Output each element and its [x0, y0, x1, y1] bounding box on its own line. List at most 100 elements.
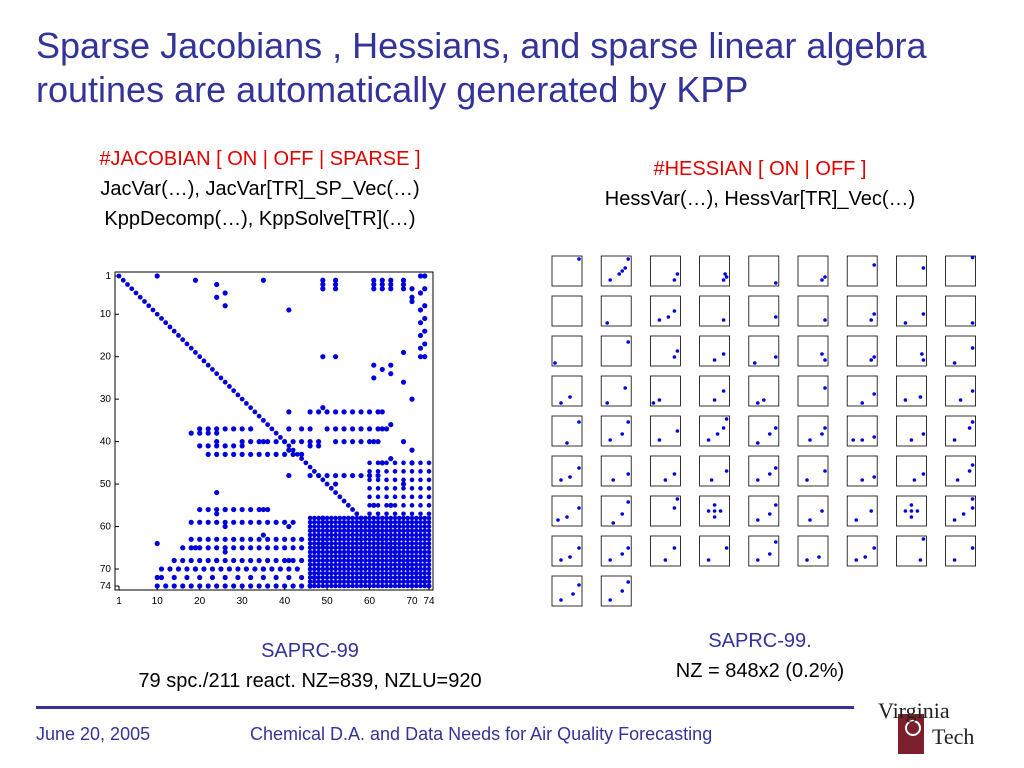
nonzero-marker	[401, 558, 406, 563]
hessian-panel-frame	[895, 335, 927, 367]
nonzero-marker	[371, 549, 377, 555]
hessian-nonzero-marker	[970, 389, 975, 393]
nonzero-marker	[413, 553, 419, 559]
nonzero-marker	[354, 553, 360, 559]
hessian-panel-frame	[600, 335, 632, 367]
hessian-panel-frame	[699, 255, 731, 287]
nonzero-marker	[426, 524, 432, 529]
nonzero-marker	[192, 566, 199, 572]
jacobian-sparsity-plot: 1 10 20 30 40 50 60 70 74 1 10 20 30 40 50 60 70 74	[100, 271, 435, 607]
nonzero-marker	[405, 549, 411, 555]
nonzero-marker	[337, 494, 343, 500]
nonzero-marker	[333, 515, 338, 521]
nonzero-marker	[409, 532, 415, 538]
nonzero-marker	[422, 286, 428, 292]
hessian-panel	[797, 295, 829, 327]
hessian-nonzero-marker	[620, 269, 624, 273]
nonzero-marker	[205, 426, 211, 432]
nonzero-marker	[384, 553, 389, 559]
y-tick-label: 40	[100, 437, 112, 448]
nonzero-marker	[248, 426, 254, 432]
nonzero-marker	[324, 562, 330, 568]
hessian-panel	[945, 535, 977, 567]
x-tick-label: 60	[364, 596, 376, 607]
nonzero-marker	[329, 520, 334, 525]
nonzero-marker	[337, 532, 343, 538]
nonzero-marker	[409, 511, 415, 517]
nonzero-marker	[197, 519, 203, 525]
nonzero-marker	[396, 583, 402, 589]
nonzero-marker	[354, 545, 360, 551]
hessian-panel	[846, 295, 878, 327]
nonzero-marker	[401, 460, 406, 466]
nonzero-marker	[307, 541, 313, 546]
nonzero-marker	[273, 519, 279, 525]
nonzero-marker	[231, 443, 237, 449]
hessian-nonzero-marker	[921, 358, 926, 362]
hessian-nonzero-marker	[626, 472, 630, 476]
nonzero-marker	[350, 536, 355, 542]
nonzero-marker	[426, 494, 432, 500]
nonzero-marker	[201, 358, 207, 364]
nonzero-marker	[320, 277, 326, 283]
nonzero-marker	[282, 557, 288, 564]
hessian-panel	[650, 415, 681, 447]
nonzero-marker	[384, 460, 389, 466]
hessian-nonzero-marker	[577, 583, 581, 587]
nonzero-marker	[401, 528, 406, 534]
nonzero-marker	[176, 333, 181, 338]
nonzero-marker	[231, 519, 237, 525]
hessian-nonzero-marker	[608, 558, 612, 562]
nonzero-marker	[379, 566, 385, 572]
nonzero-marker	[422, 515, 428, 521]
logo-line2: Tech	[932, 724, 975, 749]
nonzero-marker	[341, 524, 347, 529]
nonzero-marker	[320, 583, 326, 589]
nonzero-marker	[265, 439, 271, 445]
hessian-nonzero-marker	[721, 278, 726, 282]
hessian-nonzero-marker	[915, 509, 920, 513]
nonzero-marker	[388, 362, 394, 368]
nonzero-marker	[413, 541, 419, 546]
hessian-panel	[797, 455, 829, 487]
hessian-nonzero-marker	[672, 506, 677, 510]
slide-title: Sparse Jacobians , Hessians, and sparse …	[36, 25, 927, 110]
hessian-panel-frame	[895, 535, 927, 567]
nonzero-marker	[413, 515, 419, 521]
nonzero-marker	[235, 574, 241, 581]
nonzero-marker	[311, 468, 317, 474]
nonzero-marker	[341, 579, 347, 585]
hessian-nonzero-marker	[651, 401, 656, 405]
nonzero-marker	[375, 575, 381, 580]
nonzero-marker	[346, 520, 351, 525]
nonzero-marker	[256, 506, 262, 513]
nonzero-marker	[401, 545, 406, 551]
hessian-description: #HESSIAN [ ON | OFF ] HessVar(…), HessVa…	[540, 154, 980, 214]
nonzero-marker	[379, 553, 385, 559]
hessian-panel-frame	[650, 255, 681, 287]
hessian-nonzero-marker	[611, 521, 615, 525]
hessian-nonzero-marker	[712, 398, 717, 402]
nonzero-marker	[418, 583, 423, 589]
nonzero-marker	[396, 549, 402, 555]
hessian-nonzero-marker	[724, 546, 729, 550]
nonzero-marker	[350, 570, 355, 576]
nonzero-marker	[316, 520, 321, 525]
nonzero-marker	[392, 486, 398, 491]
nonzero-marker	[392, 575, 398, 580]
nonzero-marker	[418, 570, 423, 576]
nonzero-marker	[307, 536, 313, 542]
nonzero-marker	[417, 332, 424, 339]
hessian-nonzero-marker	[909, 438, 914, 442]
nonzero-marker	[367, 541, 372, 546]
nonzero-marker	[201, 566, 207, 572]
hessian-panel	[748, 375, 780, 407]
nonzero-marker	[273, 574, 279, 581]
nonzero-marker	[307, 528, 313, 534]
nonzero-marker	[426, 460, 432, 466]
nonzero-marker	[388, 553, 394, 559]
nonzero-marker	[422, 341, 428, 347]
nonzero-marker	[375, 553, 381, 559]
nonzero-marker	[282, 451, 288, 457]
nonzero-marker	[337, 558, 343, 563]
